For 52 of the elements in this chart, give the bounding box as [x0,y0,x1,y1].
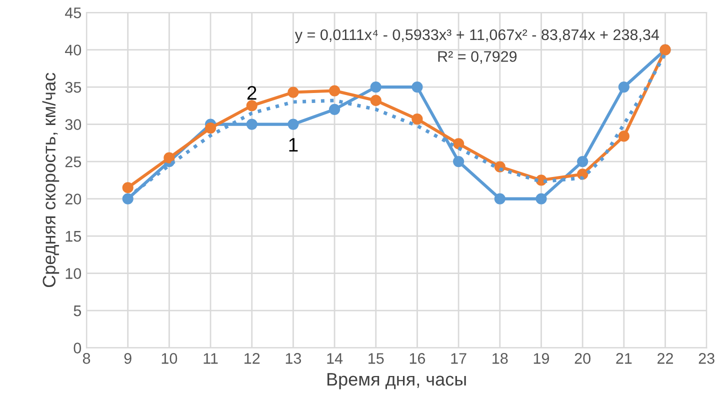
point [370,82,382,93]
x-tick-label: 8 [82,353,90,364]
y-tick-label: 0 [74,342,82,354]
point [204,122,216,134]
y-tick-label: 5 [74,306,82,316]
point [288,86,299,98]
annotation: 1 [289,138,298,152]
point [494,193,506,204]
x-tick-label: 10 [162,353,178,364]
x-axis-title: Время дня, часы [327,373,466,390]
x-tick-label: 9 [124,353,132,364]
point [122,182,134,194]
y-tick-label: 40 [65,44,82,56]
point [453,138,464,150]
annotation: y = 0,0111x⁴ - 0,5933x³ + 11,067x² - 83,874x + 238,34 [294,29,660,44]
point [618,130,630,142]
y-tick-label: 35 [65,82,82,93]
annotation: 2 [247,86,256,100]
x-tick-label: 19 [534,353,550,364]
x-tick-label: 20 [574,353,590,364]
point [164,152,175,164]
point [618,82,630,93]
point [453,156,464,168]
y-tick-label: 30 [65,119,82,130]
point [288,118,299,130]
point [412,114,423,125]
x-tick-label: 16 [410,353,426,364]
point [370,94,382,106]
x-tick-label: 17 [451,353,466,364]
y-tick-label: 20 [65,194,82,204]
x-tick-label: 23 [698,353,714,364]
annotation: R² = 0,7929 [438,51,517,64]
x-tick-label: 15 [368,353,384,364]
x-tick-label: 18 [492,353,508,364]
y-tick-label: 10 [66,268,82,279]
x-tick-label: 13 [286,353,302,364]
x-tick-label: 21 [616,353,632,364]
y-axis-title: Средняя скорость, км/час [42,72,60,288]
y-tick-label: 15 [66,231,82,242]
point [328,85,340,96]
x-tick-label: 11 [204,353,218,364]
point [246,118,258,130]
point [246,100,258,112]
x-tick-label: 14 [327,353,343,364]
y-tick-label: 45 [65,8,82,18]
point [536,193,547,204]
point [577,156,588,168]
x-tick-label: 22 [658,353,673,364]
point [328,104,340,115]
point [412,82,423,93]
x-tick-label: 12 [244,353,260,364]
y-tick-label: 25 [65,156,82,168]
